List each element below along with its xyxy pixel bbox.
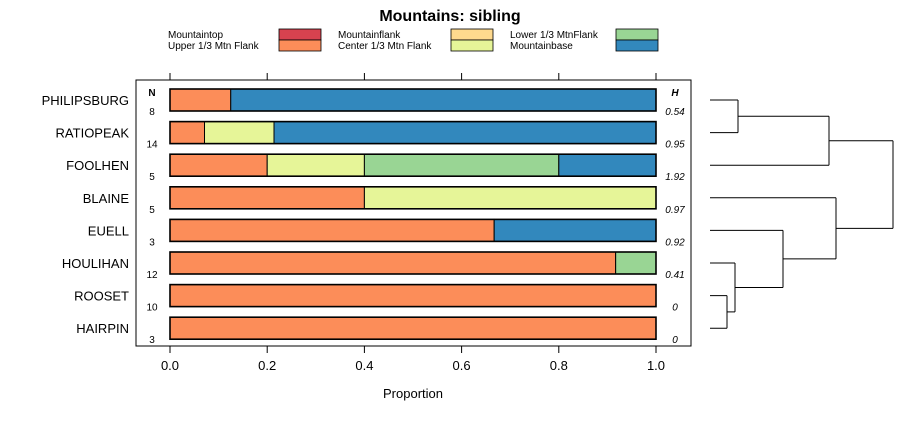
bar-segment [169, 186, 365, 210]
bar-row: HOULIHAN 12 0.41 [62, 251, 685, 281]
bar-segment [363, 153, 560, 177]
h-value: 0.41 [665, 270, 684, 281]
n-value: 3 [149, 335, 155, 346]
legend-label: Center 1/3 Mtn Flank [338, 41, 432, 52]
site-label: EUELL [88, 223, 129, 238]
legend-label: Lower 1/3 MtnFlank [510, 30, 599, 41]
bar-segment [169, 284, 657, 308]
legend-swatch [615, 39, 659, 52]
h-value: 0.54 [665, 107, 685, 118]
site-label: BLAINE [83, 191, 130, 206]
x-tick-label: 1.0 [647, 358, 665, 373]
h-value: 0.97 [665, 205, 685, 216]
site-label: FOOLHEN [66, 158, 129, 173]
bar-outline [169, 88, 657, 112]
legend-swatch [278, 28, 322, 41]
bar-outline [169, 120, 657, 145]
bar-row: FOOLHEN 5 1.92 [66, 153, 685, 183]
x-tick-label: 0.4 [355, 358, 373, 373]
bar-row: RATIOPEAK 14 0.95 [56, 120, 685, 151]
bar-segment [169, 121, 206, 145]
bar-segment [363, 186, 657, 210]
n-value: 12 [146, 270, 158, 281]
bar-segment [169, 218, 495, 242]
bar-segment [230, 88, 657, 112]
x-tick-label: 0.2 [258, 358, 276, 373]
bar-outline [169, 186, 657, 210]
bar-outline [169, 218, 657, 243]
bar-segment [169, 88, 232, 112]
x-axis-title: Proportion [383, 386, 443, 401]
n-value: 5 [149, 205, 155, 216]
bar-outline [169, 316, 657, 341]
n-value: 3 [149, 237, 155, 248]
n-column-header: N [148, 88, 155, 99]
h-value: 0 [672, 303, 678, 314]
h-value: 0.92 [665, 237, 685, 248]
legend-label: Mountainbase [510, 41, 573, 52]
bar-row: PHILIPSBURG 8 0.54 [42, 88, 685, 118]
bar-segment [558, 153, 657, 177]
legend-label: Mountaintop [168, 30, 223, 41]
bar-segment [615, 251, 657, 275]
bar-row: EUELL 3 0.92 [88, 218, 685, 248]
n-value: 10 [146, 303, 158, 314]
bar-outline [169, 283, 657, 308]
legend-swatch [278, 39, 322, 52]
x-axis: 0.0 0.2 0.4 0.6 0.8 1.0 [161, 73, 665, 373]
bar-segment [169, 316, 657, 340]
site-label: RATIOPEAK [56, 126, 130, 141]
bar-outline [169, 153, 657, 177]
bar-row: ROOSET 10 0 [74, 283, 678, 314]
x-tick-label: 0.6 [453, 358, 471, 373]
n-value: 8 [149, 107, 155, 118]
site-label: ROOSET [74, 289, 129, 304]
n-value: 14 [146, 140, 158, 151]
site-label: HAIRPIN [76, 321, 129, 336]
h-value: 1.92 [665, 172, 685, 183]
site-label: PHILIPSBURG [42, 93, 129, 108]
h-value: 0.95 [665, 140, 685, 151]
site-label: HOULIHAN [62, 256, 129, 271]
h-column-header: H [671, 88, 679, 99]
x-tick-label: 0.0 [161, 358, 179, 373]
bar-outline [169, 251, 657, 275]
chart-title: Mountains: sibling [379, 8, 520, 25]
legend-swatch [450, 28, 494, 41]
n-value: 5 [149, 172, 155, 183]
bar-row: BLAINE 5 0.97 [83, 186, 685, 216]
dendrogram [710, 99, 894, 329]
plot-frame [135, 79, 692, 347]
bar-segment [169, 153, 268, 177]
legend-swatch [450, 39, 494, 52]
bar-row: HAIRPIN 3 0 [76, 316, 678, 346]
bar-segment [273, 121, 657, 145]
x-tick-label: 0.8 [550, 358, 568, 373]
legend-label: Mountainflank [338, 30, 401, 41]
bar-segment [493, 218, 657, 242]
h-value: 0 [672, 335, 678, 346]
legend-label: Upper 1/3 Mtn Flank [168, 41, 260, 52]
bar-rows: PHILIPSBURG 8 0.54 RATIOPEAK 14 0.95 FOOLHEN 5 1… [42, 88, 685, 346]
bar-segment [266, 153, 365, 177]
bar-segment [169, 251, 617, 275]
legend-swatch [615, 28, 659, 41]
bar-segment [204, 121, 275, 145]
